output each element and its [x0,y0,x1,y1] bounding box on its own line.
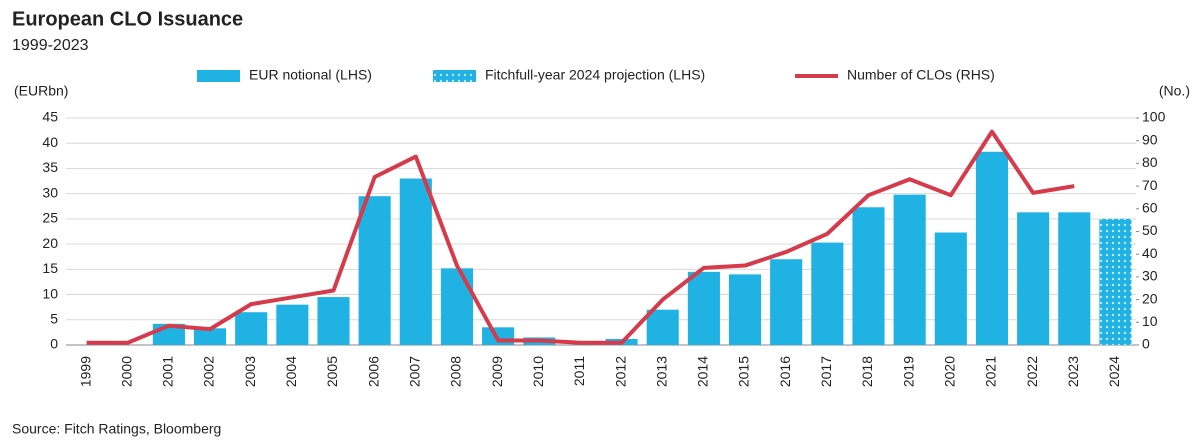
x-tick-label: 2003 [242,356,258,387]
bar [975,151,1009,345]
y2-tick-label: 10 [1142,313,1158,329]
bar [893,194,926,345]
x-tick-label: 2007 [407,356,423,387]
legend-label: EUR notional (LHS) [249,67,372,83]
chart-title: European CLO Issuance [12,8,243,30]
x-tick-label: 2004 [283,356,299,387]
y-axis-label: (EURbn) [14,83,68,99]
legend-swatch [197,70,240,82]
y-tick-label: 0 [50,336,58,352]
y-tick-label: 15 [42,260,58,276]
x-tick-label: 2012 [612,356,628,387]
y2-tick-label: 50 [1142,222,1158,238]
y-tick-label: 25 [42,210,58,226]
y2-tick-label: 20 [1142,290,1158,306]
y2-tick-label: 30 [1142,268,1158,284]
legend-swatch [433,70,476,82]
x-tick-label: 2020 [942,356,958,387]
y2-axis-label: (No.) [1159,83,1190,99]
y2-tick-label: 40 [1142,245,1158,261]
x-tick-label: 2011 [571,356,587,386]
x-tick-label: 2021 [983,356,999,387]
x-tick-label: 2009 [489,356,505,387]
bar [276,304,309,345]
x-tick-label: 2013 [653,356,669,387]
y-tick-label: 45 [42,109,58,125]
bar [687,271,720,345]
x-tick-label: 2002 [201,356,217,387]
x-tick-label: 1999 [77,356,93,387]
x-tick-label: 2014 [695,356,711,387]
bar [235,312,268,345]
bar [852,207,885,345]
legend-label: Number of CLOs (RHS) [847,67,995,83]
bar [1058,212,1091,345]
x-tick-label: 2022 [1024,356,1040,387]
x-tick-label: 2005 [324,356,340,387]
bar [770,259,803,345]
y2-tick-label: 100 [1142,109,1166,125]
chart-subtitle: 1999-2023 [12,37,89,54]
x-tick-label: 2019 [900,356,916,387]
bar [728,274,762,345]
bar [934,232,967,345]
bar [399,178,432,345]
x-tick-label: 2023 [1065,356,1081,387]
bar [811,242,844,345]
bar [1099,218,1132,345]
x-tick-label: 2010 [530,356,546,387]
y-tick-label: 30 [42,184,58,200]
x-tick-label: 2008 [448,356,464,387]
bar [440,268,474,345]
line [86,129,1075,345]
legend-label: Fitchfull-year 2024 projection (LHS) [485,67,705,83]
bar [317,297,350,345]
y-tick-label: 5 [50,310,58,326]
x-tick-label: 2001 [160,356,176,387]
x-tick-label: 2016 [777,356,793,387]
y2-tick-label: 60 [1142,200,1158,216]
x-tick-label: 2000 [118,356,134,387]
bar [1017,212,1050,345]
x-tick-label: 2017 [818,356,834,387]
y2-tick-label: 90 [1142,131,1158,147]
x-tick-label: 2006 [365,356,381,387]
x-tick-label: 2024 [1106,356,1122,387]
y2-tick-label: 0 [1142,336,1150,352]
bar [358,196,391,345]
x-tick-label: 2018 [859,356,875,387]
y-tick-label: 40 [42,134,58,150]
y-tick-label: 10 [42,285,58,301]
bar [646,309,679,345]
bar [193,328,227,345]
y2-tick-label: 80 [1142,154,1158,170]
y-tick-label: 20 [42,235,58,251]
source: Source: Fitch Ratings, Bloomberg [12,421,221,437]
x-tick-label: 2015 [736,356,752,387]
y-tick-label: 35 [42,159,58,175]
y2-tick-label: 70 [1142,177,1158,193]
